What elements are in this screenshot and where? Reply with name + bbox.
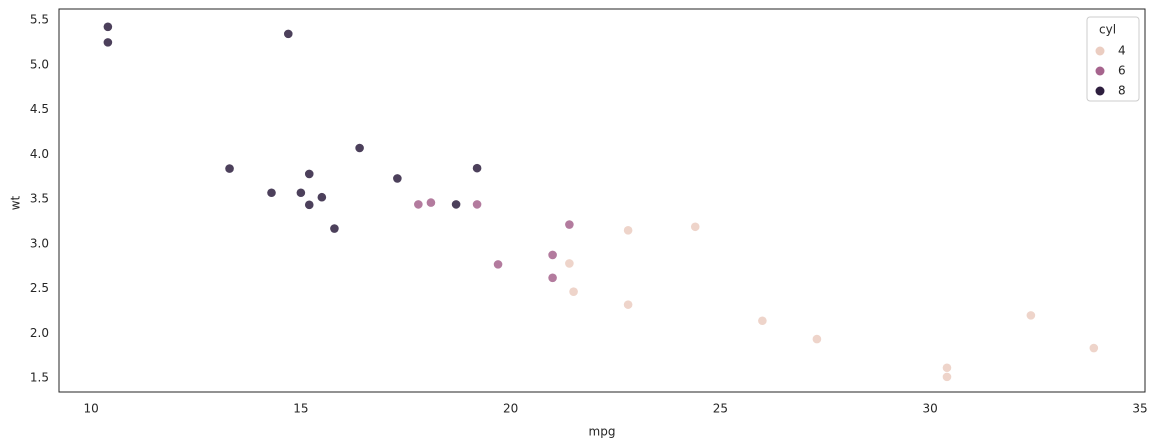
- x-tick-label: 20: [503, 402, 518, 416]
- y-tick-label: 3.0: [30, 236, 49, 250]
- y-tick-label: 4.5: [30, 102, 49, 116]
- legend-marker: [1095, 46, 1105, 56]
- x-tick-label: 15: [293, 402, 308, 416]
- point: [472, 163, 482, 173]
- legend-title: cyl: [1099, 23, 1116, 37]
- point: [812, 334, 822, 344]
- point: [296, 188, 306, 198]
- point: [393, 174, 402, 183]
- point: [493, 260, 503, 269]
- point: [548, 273, 557, 283]
- legend-label: 4: [1118, 44, 1126, 58]
- y-tick-label: 5.0: [30, 57, 49, 71]
- point: [414, 200, 423, 209]
- point: [225, 164, 234, 173]
- x-tick-label: 25: [713, 402, 728, 416]
- plot-frame: [58, 8, 1146, 393]
- point: [1026, 311, 1036, 320]
- point: [565, 259, 574, 268]
- point: [304, 169, 314, 179]
- point: [1089, 343, 1099, 353]
- x-axis-label: mpg: [589, 425, 616, 439]
- point: [317, 192, 327, 202]
- point: [103, 38, 113, 47]
- point: [548, 250, 557, 260]
- legend-label: 6: [1118, 64, 1126, 78]
- point: [942, 372, 952, 382]
- point: [472, 200, 482, 209]
- point: [942, 363, 952, 373]
- legend-marker: [1095, 66, 1105, 76]
- legend-box: [1086, 16, 1140, 102]
- point: [426, 198, 436, 207]
- y-tick-label: 4.0: [30, 147, 49, 161]
- x-tick-label: 35: [1132, 402, 1147, 416]
- point: [304, 200, 314, 210]
- x-tick-label: 10: [83, 402, 98, 416]
- point: [330, 224, 339, 233]
- point: [569, 287, 578, 296]
- point: [283, 29, 293, 39]
- point: [758, 316, 767, 326]
- point: [623, 226, 633, 235]
- point: [623, 300, 633, 309]
- legend-label: 8: [1118, 84, 1126, 98]
- point: [355, 143, 364, 153]
- point: [690, 222, 700, 232]
- point: [451, 200, 461, 209]
- legend-marker: [1095, 86, 1105, 96]
- y-tick-label: 2.0: [30, 326, 49, 340]
- y-tick-label: 3.5: [30, 192, 49, 206]
- y-tick-label: 5.5: [30, 13, 49, 27]
- point: [267, 188, 276, 198]
- y-tick-label: 1.5: [30, 371, 49, 385]
- point: [103, 22, 113, 32]
- y-tick-label: 2.5: [30, 281, 49, 295]
- y-axis-label: wt: [9, 195, 23, 210]
- x-tick-label: 30: [923, 402, 938, 416]
- point: [565, 220, 574, 229]
